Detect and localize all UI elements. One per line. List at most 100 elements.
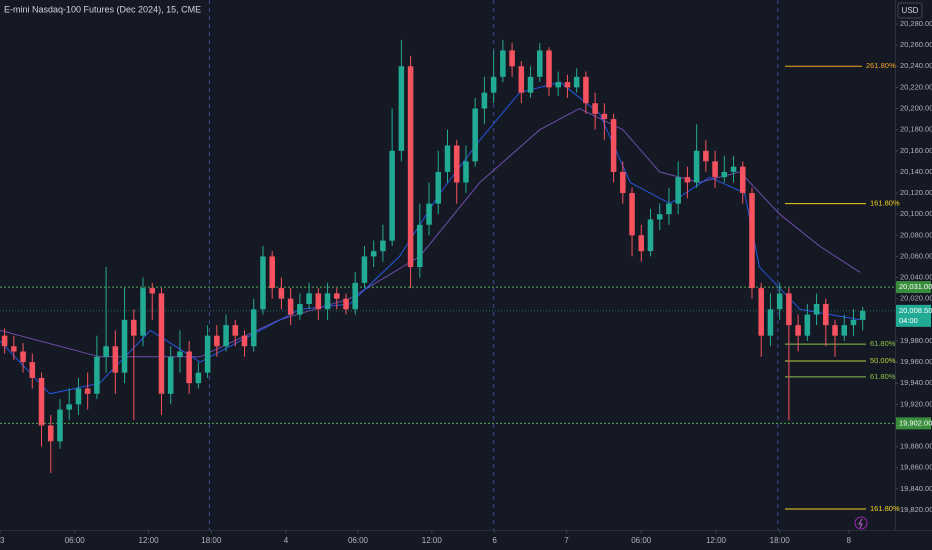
y-tick-label: 20,040.00 [900, 273, 932, 282]
candle-body [583, 76, 589, 104]
x-tick-label: 3 [0, 536, 5, 545]
candle-body [555, 82, 561, 88]
candle-body [232, 325, 239, 336]
candle-body [103, 346, 109, 357]
candle-body [1, 335, 8, 347]
candle-body [859, 310, 866, 320]
candle-body [315, 293, 322, 310]
y-tick-label: 20,240.00 [900, 61, 932, 70]
candle-body [195, 372, 202, 384]
y-tick-label: 19,940.00 [900, 378, 932, 387]
candle-body [564, 82, 571, 88]
candle-body [186, 351, 192, 384]
chart-title: E-mini Nasdaq-100 Futures (Dec 2024), 15… [4, 4, 201, 14]
moving-average [0, 107, 861, 358]
candle-body [250, 309, 257, 347]
candle-body [786, 293, 792, 326]
x-tick-label: 18:00 [201, 536, 222, 545]
candle-body [426, 203, 432, 225]
y-tick-label: 19,960.00 [900, 357, 932, 366]
candle-body [767, 309, 774, 336]
y-tick-label: 20,020.00 [900, 294, 932, 303]
candle-body [398, 66, 405, 151]
candle-body [546, 50, 552, 88]
candle-body [693, 150, 700, 183]
candle-body [841, 325, 848, 336]
y-tick-label: 19,920.00 [900, 399, 932, 408]
candle-body [20, 351, 26, 363]
x-tick-label: 6 [492, 536, 497, 545]
candle-body [721, 171, 728, 178]
x-tick-label: 18:00 [770, 536, 791, 545]
y-tick-label: 20,100.00 [900, 209, 932, 218]
candle-body [758, 288, 764, 336]
candle-body [57, 409, 63, 442]
candle-body [712, 161, 718, 178]
candle-body [537, 50, 543, 77]
x-tick-label: 12:00 [422, 536, 443, 545]
candle-body [121, 319, 128, 373]
candle-body [140, 288, 146, 336]
currency[interactable]: USD [902, 6, 919, 15]
candle-body [804, 314, 811, 336]
x-tick-label: 06:00 [631, 536, 652, 545]
fib-label: 261.80% [866, 61, 896, 70]
candle-body [795, 325, 801, 336]
candle-body [481, 92, 488, 109]
y-tick-label: 20,120.00 [900, 188, 932, 197]
candle-body [158, 293, 165, 394]
candle-body [260, 256, 266, 310]
fib-label: 161.80% [870, 199, 900, 208]
candle-body [214, 335, 220, 347]
y-tick-label: 20,220.00 [900, 82, 932, 91]
candle-body [472, 108, 478, 162]
candle-body [177, 351, 183, 357]
candle-body [730, 166, 737, 172]
price-line-label: 20,031.00 [899, 282, 932, 291]
candle-body [823, 303, 829, 326]
candle-body [306, 293, 312, 304]
candle-body [453, 145, 460, 183]
candle-body [149, 288, 156, 294]
price-line-box [896, 281, 931, 294]
alert-bolt [858, 518, 863, 529]
candle-body [334, 293, 340, 299]
x-tick-label: 06:00 [65, 536, 86, 545]
y-tick-label: 19,840.00 [900, 484, 932, 493]
candle-body [776, 293, 783, 310]
candle-body [813, 303, 820, 315]
candle-body [324, 293, 331, 310]
alert-icon[interactable] [854, 516, 868, 530]
fib-label: 61.80% [870, 372, 896, 381]
candle-body [592, 103, 598, 114]
candle-body [29, 362, 36, 378]
candle-body [223, 325, 229, 347]
fib-label: 61.80% [870, 339, 896, 348]
candle-body [352, 282, 358, 310]
x-tick-label: 12:00 [706, 536, 727, 545]
moving-average [0, 81, 860, 395]
candle-body [75, 388, 82, 405]
currency-box[interactable] [897, 2, 923, 19]
x-tick-label: 8 [847, 536, 852, 545]
candle-body [38, 377, 45, 426]
x-tick-label: 7 [564, 536, 569, 545]
y-tick-label: 19,980.00 [900, 336, 932, 345]
candle-body [66, 404, 72, 410]
candle-body [167, 356, 174, 394]
y-tick-label: 20,080.00 [900, 230, 932, 239]
y-tick-label: 20,140.00 [900, 167, 932, 176]
y-tick-label: 20,180.00 [900, 125, 932, 134]
candle-body [500, 50, 506, 77]
candle-body [749, 193, 755, 289]
candle-body [444, 145, 451, 172]
candle-body [527, 76, 534, 93]
candle-body [490, 76, 497, 93]
fib-label: 50.00% [870, 356, 896, 365]
y-tick-label: 20,060.00 [900, 251, 932, 260]
candle-body [297, 303, 303, 315]
candle-body [850, 319, 857, 326]
candle-body [361, 256, 368, 283]
